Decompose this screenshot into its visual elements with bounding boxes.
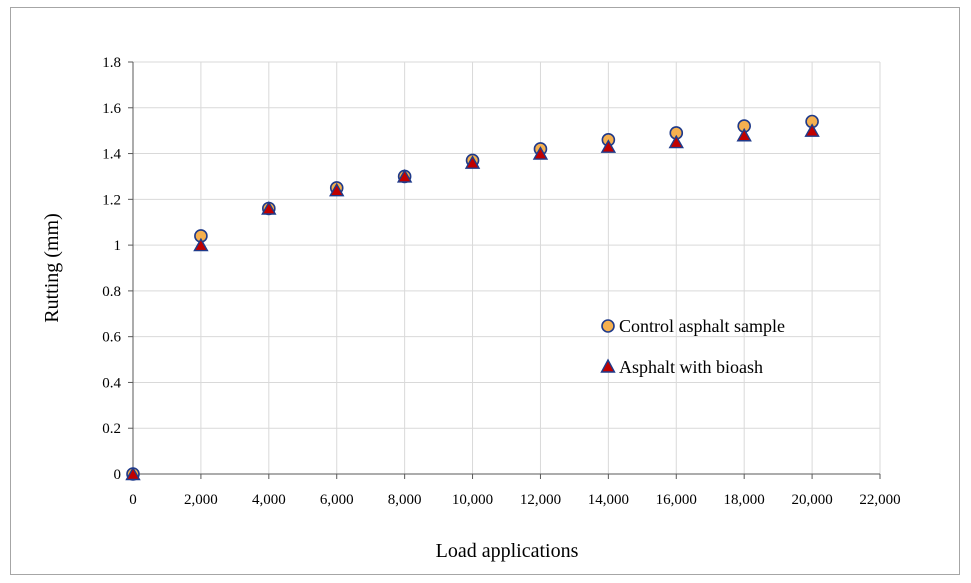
y-tick-label: 1.2 xyxy=(102,192,121,208)
data-point-triangle xyxy=(193,237,209,252)
y-tick-label: 0.6 xyxy=(102,330,121,346)
series-bioash xyxy=(125,123,820,481)
y-tick-labels: 0 0.2 0.4 0.6 0.8 1 1.2 1.4 1.6 1.8 xyxy=(102,55,121,483)
x-tick-label: 8,000 xyxy=(388,492,422,508)
x-tick-label: 12,000 xyxy=(520,492,561,508)
data-point-triangle xyxy=(396,169,413,183)
x-tick-label: 6,000 xyxy=(320,492,354,508)
x-tick-label: 4,000 xyxy=(252,492,286,508)
x-tick-label: 2,000 xyxy=(184,492,218,508)
x-tick-label: 14,000 xyxy=(588,492,629,508)
x-tick-label: 18,000 xyxy=(724,492,765,508)
legend-label-control: Control asphalt sample xyxy=(619,316,785,336)
data-point-triangle xyxy=(464,155,481,169)
axes xyxy=(128,61,881,479)
data-points xyxy=(125,114,820,481)
gridlines xyxy=(133,61,881,474)
x-tick-label: 22,000 xyxy=(859,492,900,508)
data-point-triangle xyxy=(736,127,752,142)
x-tick-labels: 0 2,000 4,000 6,000 8,000 10,000 12,000 14,000 1… xyxy=(129,492,900,508)
data-point-triangle xyxy=(261,201,277,215)
legend-marker-circle xyxy=(601,319,615,333)
data-point-triangle xyxy=(329,182,345,197)
data-point-triangle xyxy=(125,466,141,481)
y-tick-label: 1.6 xyxy=(102,101,121,117)
data-point-triangle xyxy=(668,134,684,149)
x-axis-title: Load applications xyxy=(436,540,579,562)
legend-marker-triangle xyxy=(600,358,616,373)
y-tick-label: 0.4 xyxy=(102,375,121,391)
y-tick-label: 1 xyxy=(114,238,122,254)
x-tick-label: 10,000 xyxy=(452,492,493,508)
x-tick-label: 16,000 xyxy=(656,492,697,508)
y-tick-label: 0 xyxy=(114,467,122,483)
legend-item-control: Control asphalt sample xyxy=(601,316,785,336)
data-point-triangle xyxy=(532,146,549,160)
legend-label-bioash: Asphalt with bioash xyxy=(619,357,763,377)
legend-item-bioash: Asphalt with bioash xyxy=(600,357,763,377)
y-tick-label: 0.8 xyxy=(102,284,121,300)
data-point-triangle xyxy=(804,123,820,137)
y-tick-label: 1.8 xyxy=(102,55,121,71)
x-tick-label: 0 xyxy=(129,492,137,508)
y-tick-label: 1.4 xyxy=(102,147,121,163)
x-tick-label: 20,000 xyxy=(791,492,832,508)
y-tick-label: 0.2 xyxy=(102,421,121,437)
data-point-triangle xyxy=(600,139,617,153)
y-axis-title: Rutting (mm) xyxy=(41,213,63,322)
legend: Control asphalt sample Asphalt with bioa… xyxy=(600,316,785,377)
